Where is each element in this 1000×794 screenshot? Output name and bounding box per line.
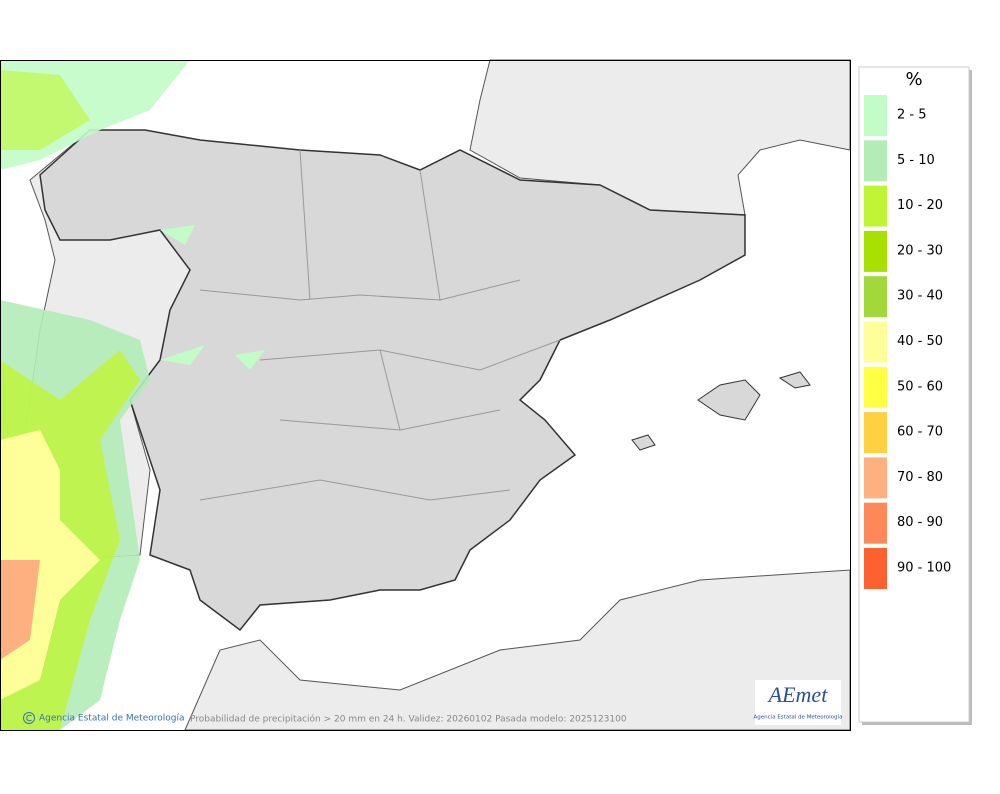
legend-swatch xyxy=(864,276,887,318)
legend-items: 2 - 5 5 - 10 10 - 20 20 - 30 30 - 40 40 - 50 5… xyxy=(864,95,951,589)
logo-subtitle: Agencia Estatal de Meteorología xyxy=(754,714,843,721)
legend-label: 30 - 40 xyxy=(897,289,943,304)
spain xyxy=(39,129,746,632)
legend-swatch xyxy=(864,321,887,363)
legend-swatch xyxy=(864,140,887,182)
legend-label: 80 - 90 xyxy=(897,515,943,530)
legend-swatch xyxy=(864,185,887,227)
legend-swatch xyxy=(864,502,887,544)
province-borders xyxy=(199,149,561,501)
legend-label: 10 - 20 xyxy=(897,198,943,213)
legend-swatch xyxy=(864,548,887,589)
legend-label: 60 - 70 xyxy=(897,425,943,440)
legend-label: 70 - 80 xyxy=(897,470,943,485)
legend-swatch xyxy=(864,457,887,499)
precipitation-areas xyxy=(0,60,265,730)
legend-label: 5 - 10 xyxy=(897,153,935,168)
legend-label: 2 - 5 xyxy=(897,108,927,123)
legend-swatch xyxy=(864,230,887,272)
logo-box xyxy=(755,680,841,725)
legend-swatch xyxy=(864,95,887,136)
logo-name: AEmet xyxy=(767,682,829,707)
credit: Agencia Estatal de Meteorología xyxy=(39,714,185,724)
copyright-icon xyxy=(23,712,35,724)
legend-label: 50 - 60 xyxy=(897,379,943,394)
legend-label: 40 - 50 xyxy=(897,334,943,349)
caption: Probabilidad de precipitación > 20 mm en… xyxy=(190,714,627,725)
map-frame xyxy=(0,60,851,731)
balearic-islands xyxy=(631,371,811,451)
legend-swatch xyxy=(864,366,887,408)
legend-title: % xyxy=(905,69,922,90)
legend-label: 20 - 30 xyxy=(897,243,943,258)
legend-label: 90 - 100 xyxy=(897,561,951,576)
legend-swatch xyxy=(864,412,887,454)
